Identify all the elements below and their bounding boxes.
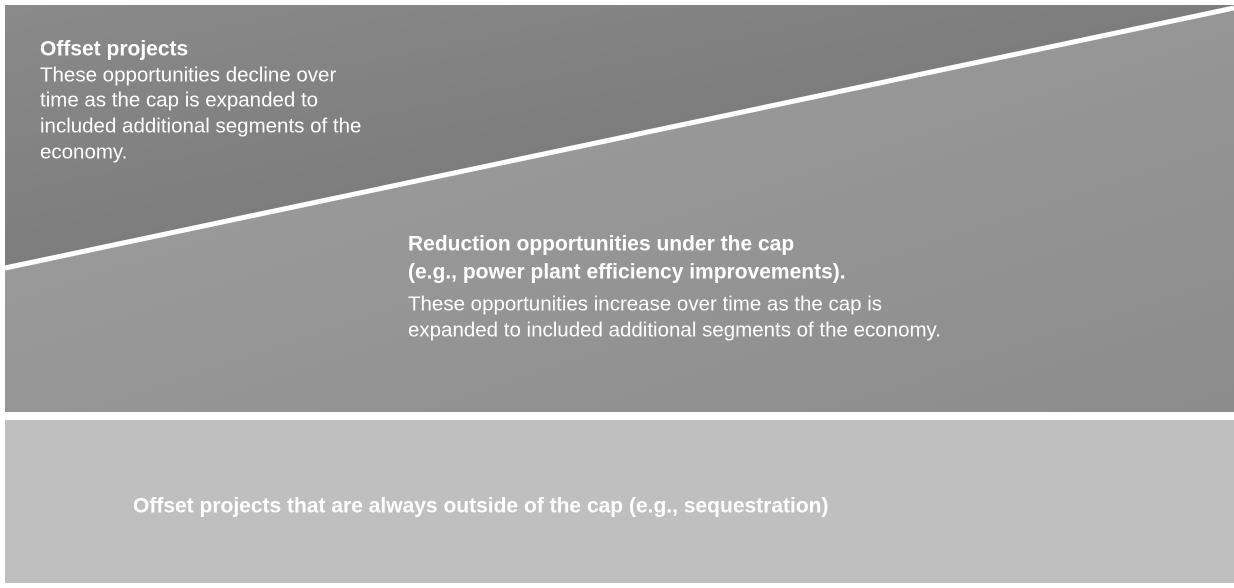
cap-line — [4, 5, 1234, 271]
lower-title: (e.g., power plant efficiency improvemen… — [408, 261, 846, 284]
upper-line: These opportunities decline over — [40, 63, 336, 86]
lower-title: Reduction opportunities under the cap — [408, 233, 794, 256]
upper-line: included additional segments of the — [40, 114, 361, 137]
lower-line: expanded to included additional segments… — [408, 318, 941, 341]
upper-line: economy. — [40, 140, 127, 163]
lower-line: These opportunities increase over time a… — [408, 292, 882, 315]
bottom-box — [5, 420, 1234, 583]
upper-title: Offset projects — [40, 38, 188, 61]
upper-line: time as the cap is expanded to — [40, 88, 318, 111]
bottom-label: Offset projects that are always outside … — [133, 495, 829, 518]
